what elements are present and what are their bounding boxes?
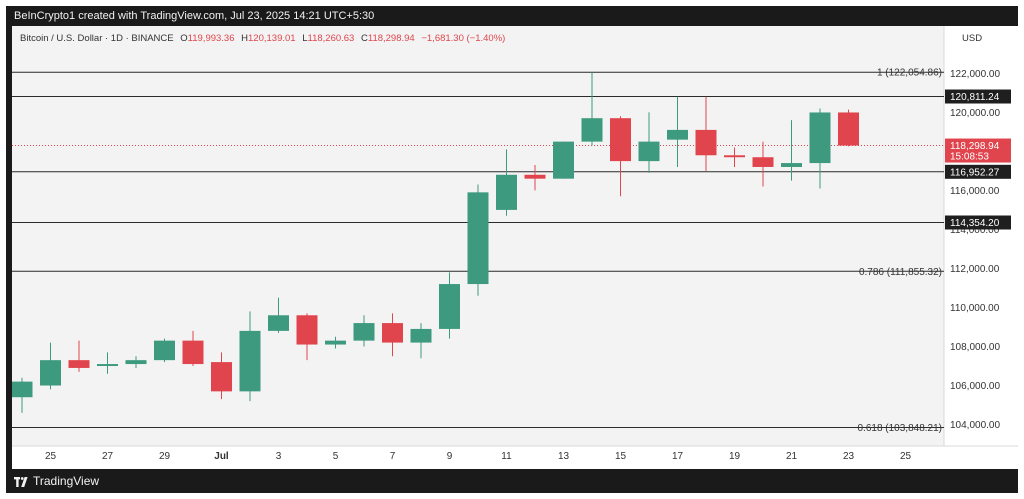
low-value: 118,260.63 [308,33,355,44]
x-tick-label: 13 [558,451,570,462]
y-tick-label: 116,000.00 [950,186,1000,197]
y-tick-label: 122,000.00 [950,69,1000,80]
candle-body [809,112,831,164]
candle-body [695,129,717,156]
high-value: 120,139.01 [248,33,296,44]
x-tick-label: 29 [159,451,171,462]
x-tick-label: 9 [447,451,453,462]
open-label: O [180,33,187,44]
x-tick-label: 19 [729,451,741,462]
last-price-flag [945,138,1011,163]
level-flag [945,89,1011,104]
x-tick-label: 11 [501,451,512,462]
x-tick-label: 7 [390,451,396,462]
candle-body [382,323,403,343]
x-tick-label: 3 [276,451,282,462]
high-label: H [241,33,248,44]
x-tick-label: 25 [45,451,57,462]
y-tick-label: 108,000.00 [950,342,1000,353]
candle-body [211,362,232,392]
y-tick-label: 106,000.00 [950,381,1000,392]
candle-body [239,330,261,392]
candle-body [296,315,318,345]
candle-body [496,174,517,210]
watermark-text: BeInCrypto1 created with TradingView.com… [14,10,375,22]
x-axis-ticks: 25 27 29 Jul 3 5 7 9 11 13 15 17 19 21 23 25 [45,451,912,462]
low-label: L [302,33,307,44]
legend-line: Bitcoin / U.S. Dollar · 1D · BINANCE O11… [20,33,505,44]
level-flag-label: 114,354.20 [950,218,1000,229]
close-value: 118,298.94 [368,33,415,44]
candle-body [467,192,489,285]
y-tick-label: 104,000.00 [950,420,1000,431]
y-tick-label: 114,000.00 [950,225,1000,236]
candle-body [638,141,660,162]
candle-body [581,118,603,142]
candle-body [125,360,147,365]
y-tick-label: 110,000.00 [950,303,1000,314]
y-axis-ticks: 104,000.00 106,000.00 108,000.00 110,000.00… [950,69,1000,431]
symbol-title: Bitcoin / U.S. Dollar · 1D · BINANCE [20,33,174,44]
x-tick-label: 27 [102,451,114,462]
candle-body [752,157,774,167]
change-value: −1,681.30 (−1.40%) [421,33,505,44]
candles [11,72,859,413]
open-value: 119,993.36 [188,33,235,44]
x-tick-label: 25 [900,451,912,462]
fib-level-label: 1 (122,054.86) [877,68,942,79]
candle-body [325,340,346,345]
candle-body [724,155,745,158]
brand-bar: TradingView [6,469,1018,493]
level-flag-label: 116,952.27 [950,167,1000,178]
tradingview-logo-icon [14,476,28,487]
x-tick-label: 21 [786,451,798,462]
candlestick-chart[interactable]: 1 (122,054.86) 0.786 (111,855.32) 0.618 (1… [11,26,1018,469]
candle-body [667,129,688,140]
candle-body [410,328,432,343]
x-tick-label: 17 [672,451,684,462]
x-tick-label: Jul [214,451,229,462]
fib-level-label: 0.786 (111,855.32) [859,267,942,278]
candle-body [439,284,460,329]
candle-body [40,360,61,386]
watermark-bar: BeInCrypto1 created with TradingView.com… [6,6,1018,26]
chart-panel: 1 (122,054.86) 0.786 (111,855.32) 0.618 (1… [11,26,1018,469]
candle-body [610,118,631,162]
candle-body [68,360,90,368]
candle-body [524,174,546,179]
countdown-label: 15:08:53 [950,152,989,163]
candle-body [11,381,33,398]
brand-name: TradingView [33,474,100,488]
candle-body [781,163,802,167]
candle-body [154,340,175,361]
x-tick-label: 5 [333,451,339,462]
y-tick-label: 120,000.00 [950,108,1000,119]
candle-body [353,323,375,341]
candle-body [838,112,859,146]
x-tick-label: 15 [615,451,627,462]
close-label: C [361,33,368,44]
level-flag [945,215,1011,230]
x-tick-label: 23 [843,451,855,462]
candle-body [182,340,204,365]
chart-frame: BeInCrypto1 created with TradingView.com… [6,6,1018,493]
candle-body [553,141,574,179]
currency-label: USD [962,33,982,44]
level-flag [945,164,1011,179]
last-price-label: 118,298.94 [950,141,1000,152]
fib-level-label: 0.618 (103,848.21) [857,423,942,434]
candle-body [97,364,118,366]
y-tick-label: 112,000.00 [950,264,1000,275]
candle-body [268,315,289,331]
level-flags: 120,811.24 116,952.27 114,354.20 118,298.94… [945,89,1011,230]
level-flag-label: 120,811.24 [950,92,1000,103]
